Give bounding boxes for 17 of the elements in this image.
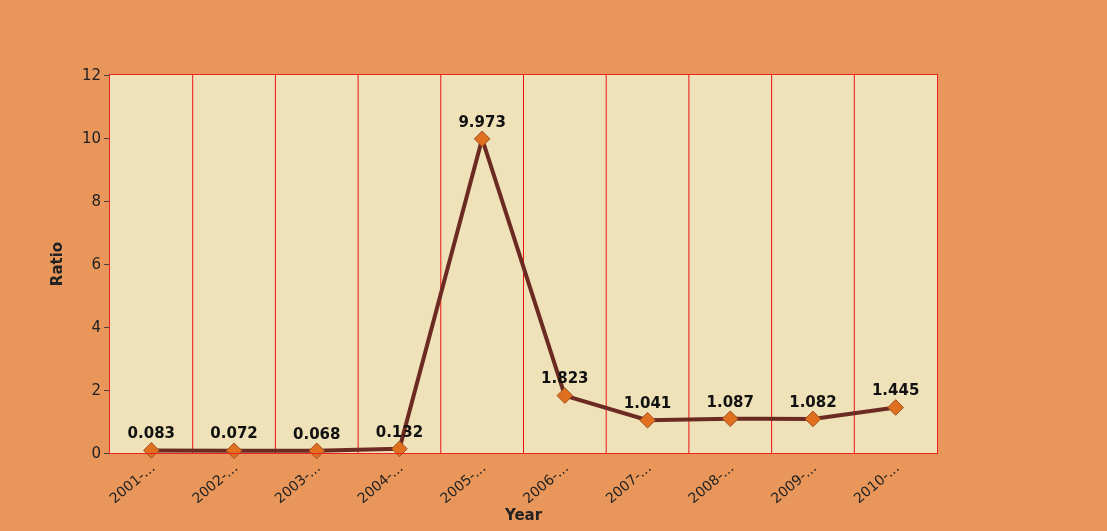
y-tick-label: 8 [91,192,101,211]
data-label: 0.083 [127,424,176,443]
y-tick-label: 4 [91,318,101,337]
y-tick-label: 0 [91,444,101,463]
y-tick-label: 10 [81,129,101,148]
y-tick-label: 6 [91,255,101,274]
data-label: 1.082 [789,392,837,411]
x-axis-title: Year [503,506,543,525]
y-tick-label: 2 [91,381,101,400]
data-label: 1.087 [706,392,754,411]
data-label: 1.041 [623,393,672,412]
y-axis-title: Ratio [48,241,67,287]
y-tick-label: 12 [81,66,101,85]
data-label: 0.072 [210,424,258,443]
data-label: 9.973 [458,112,506,131]
data-label: 1.445 [871,381,920,400]
data-label: 0.068 [293,424,341,443]
